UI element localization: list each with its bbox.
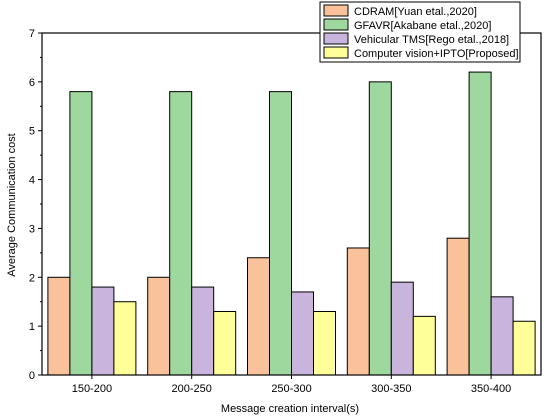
bar-3-150-200: [91, 286, 115, 376]
legend-swatch: [323, 18, 349, 31]
x-tick-label: 200-250: [172, 383, 212, 395]
bar-3-300-350: [390, 281, 414, 376]
bar-3-250-300: [291, 291, 314, 376]
bar-1-250-300: [247, 257, 270, 376]
x-tick-label: 150-200: [72, 383, 112, 395]
x-axis-title: Message creation interval(s): [221, 403, 359, 415]
legend: CDRAM[Yuan etal.,2020] GFAVR[Akabane etal…: [319, 1, 521, 63]
bar-2-350-400: [468, 71, 492, 376]
bar-4-200-250: [213, 310, 237, 376]
bar-2-200-250: [169, 91, 193, 376]
y-tick-label: 6: [29, 77, 35, 89]
y-tick-label: 4: [29, 175, 35, 187]
bar-4-150-200: [113, 301, 137, 376]
legend-label: GFAVR[Akabane etal.,2020]: [354, 20, 491, 32]
bar-1-150-200: [47, 276, 71, 376]
x-tick-label: 250-300: [271, 383, 311, 395]
bar-4-300-350: [412, 315, 436, 376]
bar-4-350-400: [512, 320, 536, 376]
bar-3-350-400: [490, 296, 514, 376]
bars-layer: [47, 71, 536, 376]
y-tick-label: 3: [29, 223, 35, 235]
bar-1-300-350: [346, 247, 370, 376]
axes-layer: 0 1 2 3 4 5 6 7 150-200 200-250 250-300 300-350 350-…: [29, 28, 542, 395]
y-axis-title: Average Communication cost: [6, 133, 18, 276]
x-tick-label: 350-400: [471, 383, 511, 395]
y-tick-label: 5: [29, 126, 35, 138]
bar-4-250-300: [313, 310, 336, 376]
y-tick-label: 2: [29, 272, 35, 284]
legend-swatch: [323, 32, 349, 45]
legend-swatch: [323, 46, 349, 59]
bar-2-250-300: [269, 91, 292, 376]
x-tick-label: 300-350: [371, 383, 411, 395]
legend-box: [319, 1, 521, 63]
y-tick-label: 0: [29, 370, 35, 382]
legend-label: CDRAM[Yuan etal.,2020]: [354, 6, 477, 18]
y-tick-label: 7: [29, 28, 35, 40]
bar-1-200-250: [147, 276, 171, 376]
y-tick-label: 1: [29, 321, 35, 333]
legend-label: Computer vision+IPTO[Proposed]: [354, 48, 519, 60]
legend-label: Vehicular TMS[Rego etal.,2018]: [354, 34, 509, 46]
bar-1-350-400: [446, 237, 470, 376]
bar-2-150-200: [69, 91, 93, 376]
bar-2-300-350: [368, 81, 392, 376]
bar-3-200-250: [191, 286, 215, 376]
legend-swatch: [323, 4, 349, 17]
